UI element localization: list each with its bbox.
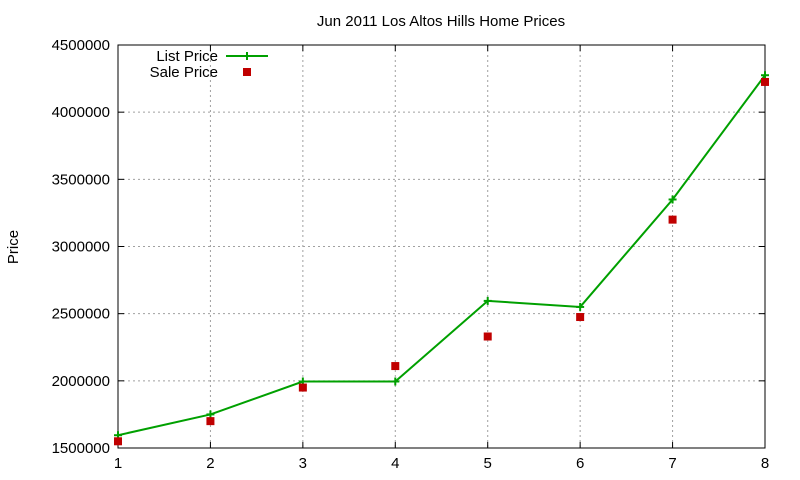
legend-swatch-sale-price — [243, 68, 251, 76]
y-tick-label: 2000000 — [52, 373, 110, 390]
x-tick-label: 7 — [668, 455, 676, 472]
x-tick-label: 1 — [114, 455, 122, 472]
y-tick-label: 3000000 — [52, 239, 110, 256]
chart-title: Jun 2011 Los Altos Hills Home Prices — [317, 13, 565, 30]
y-tick-label: 4500000 — [52, 37, 110, 54]
sale-price-point — [206, 417, 215, 426]
list-price-point — [761, 71, 769, 80]
sale-price-point — [576, 313, 585, 322]
x-tick-label: 4 — [391, 455, 399, 472]
sale-price-point — [298, 383, 307, 392]
list-price-point — [576, 302, 585, 311]
plot-border — [117, 44, 766, 449]
y-tick-label: 3500000 — [52, 171, 110, 188]
x-tick-label: 8 — [761, 455, 769, 472]
sale-price-point — [483, 332, 492, 341]
series-layer — [114, 71, 769, 446]
x-tick-label: 3 — [299, 455, 307, 472]
x-tick-label: 6 — [576, 455, 584, 472]
y-tick-label: 4000000 — [52, 104, 110, 121]
list-price-line — [117, 74, 766, 437]
sale-price-point — [391, 362, 400, 371]
sale-price-point — [114, 437, 122, 446]
list-price-point — [668, 195, 677, 204]
sale-price-point — [668, 215, 677, 224]
y-tick-label: 2500000 — [52, 306, 110, 323]
list-price-point — [391, 377, 400, 386]
x-tick-label: 5 — [484, 455, 492, 472]
y-axis-label: Price — [5, 230, 22, 264]
x-tick-label: 2 — [206, 455, 214, 472]
sale-price-point — [761, 77, 769, 86]
list-price-point — [483, 296, 492, 305]
legend-label-sale-price: Sale Price — [150, 64, 218, 81]
grid — [118, 45, 765, 448]
y-tick-label: 1500000 — [52, 440, 110, 457]
legend-label-list-price: List Price — [156, 48, 218, 65]
axis-ticks: 1500000 2000000 2500000 3000000 3500000 40000… — [52, 37, 770, 472]
list-price-point — [206, 410, 215, 419]
